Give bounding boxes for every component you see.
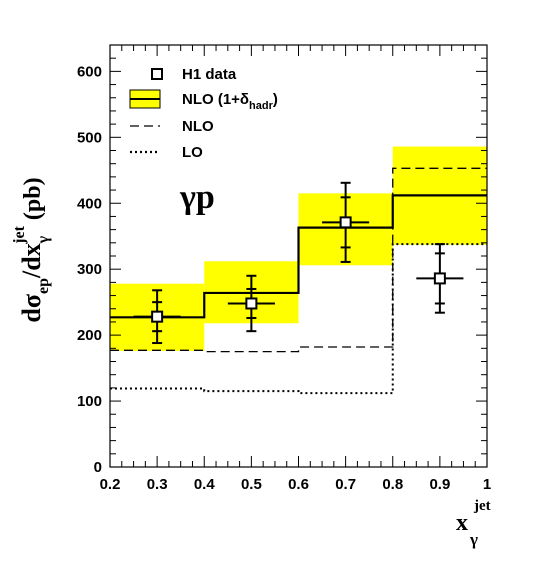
y-title-subscript: γ: [35, 235, 52, 244]
axis-ticks: 0.2 0.3 0.4 0.5 0.6 0.7 0.8 0.9 1 0 100 200 300 400 50…: [77, 44, 491, 493]
svg-text:dσep/dxγjet(pb): dσep/dxγjet (pb): [11, 177, 52, 322]
x-axis-title-superscript: jet: [473, 498, 491, 514]
y-title-mid: /dx: [17, 243, 46, 279]
y-title-main: dσ: [17, 294, 46, 323]
y-tick-label: 400: [77, 195, 102, 212]
nlo-had-line: [110, 194, 487, 319]
x-axis-title: x: [456, 510, 468, 536]
x-tick-label: 0.6: [288, 476, 309, 493]
lines-layer: [110, 167, 487, 395]
h1-data-point: [339, 216, 352, 229]
y-tick-label: 200: [77, 327, 102, 344]
legend: H1 data NLO (1+δhadr) NLO LO: [129, 66, 278, 161]
x-tick-label: 0.4: [194, 476, 216, 493]
x-tick-label: 1: [483, 476, 491, 493]
h1-data-point: [151, 310, 164, 323]
points-layer: [133, 181, 464, 345]
y-axis-title: dσep/dxγjet (pb): [11, 177, 52, 322]
legend-label-nlo: NLO: [182, 118, 214, 135]
y-tick-label: 600: [77, 63, 102, 80]
y-title-superscript: jet: [11, 225, 28, 244]
h1-data-point: [245, 297, 258, 310]
legend-h1-marker: [151, 68, 163, 80]
y-tick-label: 0: [94, 459, 102, 476]
x-tick-label: 0.5: [241, 476, 262, 493]
y-tick-label: 500: [77, 129, 102, 146]
x-axis-title-subscript: γ: [469, 530, 478, 549]
y-tick-label: 100: [77, 393, 102, 410]
y-title-unit: (pb): [20, 177, 46, 220]
x-tick-label: 0.8: [382, 476, 403, 493]
process-annotation: γp: [179, 179, 215, 216]
x-tick-label: 0.3: [147, 476, 168, 493]
legend-label-nlo_had: NLO (1+δhadr): [182, 91, 278, 112]
legend-label-h1: H1 data: [182, 66, 237, 83]
h1-data-point: [433, 272, 446, 285]
legend-label-lo: LO: [182, 144, 203, 161]
y-title-sub1: ep: [35, 278, 52, 294]
x-tick-label: 0.9: [429, 476, 450, 493]
x-tick-label: 0.2: [100, 476, 121, 493]
y-tick-label: 300: [77, 261, 102, 278]
x-tick-label: 0.7: [335, 476, 356, 493]
